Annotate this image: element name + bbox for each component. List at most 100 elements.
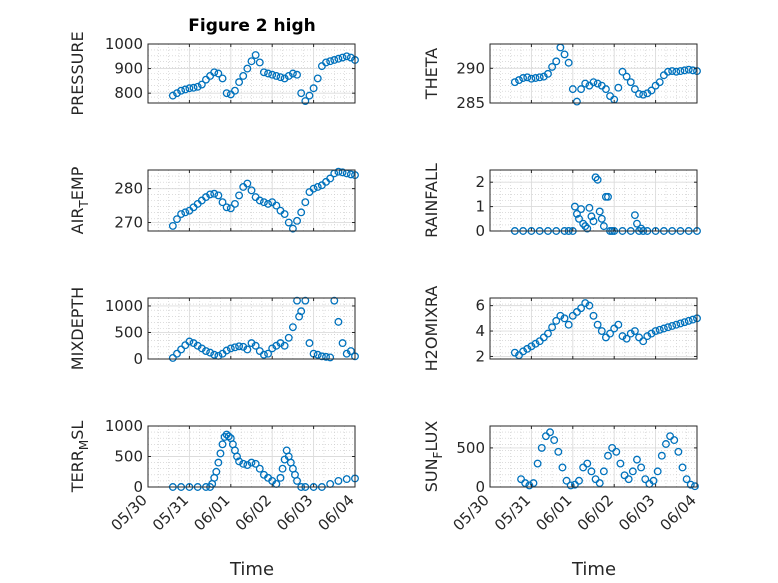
data-point: [579, 219, 588, 228]
data-point: [301, 198, 310, 207]
y-tick-label: 500: [456, 439, 485, 457]
axes-box: [147, 43, 356, 104]
y-tick-label: 0: [133, 478, 143, 496]
series-markers: [510, 43, 701, 106]
data-point: [676, 67, 685, 76]
data-point: [259, 68, 268, 77]
x-tick-label: 06/01: [190, 491, 233, 534]
data-point: [678, 463, 687, 472]
data-point: [593, 175, 602, 184]
data-point: [272, 72, 281, 80]
data-point: [608, 443, 617, 452]
data-point: [230, 86, 239, 95]
data-point: [177, 86, 186, 95]
data-point: [235, 457, 244, 466]
data-point: [233, 452, 241, 461]
data-point: [284, 333, 293, 342]
x-tick-label: 05/30: [450, 491, 493, 534]
data-point: [572, 308, 581, 316]
data-point: [639, 90, 648, 99]
data-point: [218, 74, 227, 83]
data-point: [177, 345, 186, 354]
data-point: [346, 53, 355, 62]
y-tick-label: 280: [114, 180, 143, 198]
data-point: [630, 85, 639, 94]
y-tick-label: 1000: [105, 297, 143, 315]
data-point: [173, 89, 181, 98]
data-point: [326, 174, 335, 183]
data-point: [173, 349, 181, 358]
data-point: [606, 329, 615, 338]
data-point: [278, 464, 287, 473]
data-point: [177, 210, 186, 219]
data-point: [334, 317, 343, 326]
data-point: [210, 350, 219, 359]
data-point: [688, 315, 697, 324]
data-point: [575, 476, 583, 485]
data-point: [330, 56, 339, 64]
data-point: [268, 70, 277, 79]
data-point: [235, 78, 244, 87]
y-tick-label: 1000: [105, 417, 143, 435]
x-tick-label: 06/02: [232, 491, 275, 534]
data-point: [519, 74, 528, 82]
data-point: [525, 481, 534, 490]
data-point: [255, 58, 264, 67]
data-point: [572, 209, 581, 218]
data-point: [686, 480, 695, 489]
y-tick-label: 800: [114, 84, 143, 102]
data-point: [334, 54, 343, 63]
data-point: [529, 479, 538, 488]
axes-box: [489, 43, 698, 104]
data-point: [554, 447, 563, 456]
y-axis-label: PRESSURE: [68, 31, 87, 115]
data-point: [597, 327, 606, 335]
data-point: [251, 341, 260, 350]
data-point: [581, 299, 590, 308]
data-point: [670, 436, 679, 445]
data-point: [280, 74, 289, 83]
data-point: [531, 74, 540, 82]
data-point: [618, 332, 627, 341]
data-point: [239, 459, 248, 468]
data-point: [297, 89, 306, 98]
data-point: [515, 76, 523, 85]
data-point: [647, 329, 656, 338]
data-point: [591, 173, 600, 182]
subplot-1: 800 900 1000 PRESSURE: [68, 31, 359, 116]
data-point: [523, 73, 532, 82]
axes-box: [489, 169, 698, 232]
data-point: [583, 459, 592, 468]
data-point: [317, 352, 326, 361]
y-axis-label: RAINFALL: [422, 163, 441, 238]
data-point: [519, 347, 528, 356]
data-point: [562, 476, 571, 485]
data-point: [247, 57, 256, 66]
axes-box: [489, 297, 698, 360]
data-point: [577, 304, 586, 313]
data-point: [633, 219, 641, 228]
data-point: [288, 323, 297, 332]
data-point: [577, 85, 586, 94]
data-point: [626, 329, 635, 338]
data-point: [517, 475, 525, 484]
data-point: [235, 191, 244, 200]
data-point: [521, 479, 530, 488]
y-tick-label: 1: [475, 198, 485, 216]
y-tick-label: 0: [133, 350, 143, 368]
data-point: [626, 78, 635, 87]
data-point: [230, 199, 239, 208]
figure-title: Figure 2 high: [188, 16, 316, 36]
x-tick-label: 06/02: [574, 491, 617, 534]
y-tick-label: 285: [456, 94, 485, 112]
data-point: [572, 97, 581, 106]
data-point: [202, 347, 210, 355]
data-point: [288, 69, 297, 78]
data-point: [630, 211, 639, 220]
data-point: [657, 451, 666, 460]
series-markers: [168, 167, 359, 233]
data-point: [612, 447, 621, 456]
y-axis-label: AIRTEMP: [68, 166, 91, 234]
